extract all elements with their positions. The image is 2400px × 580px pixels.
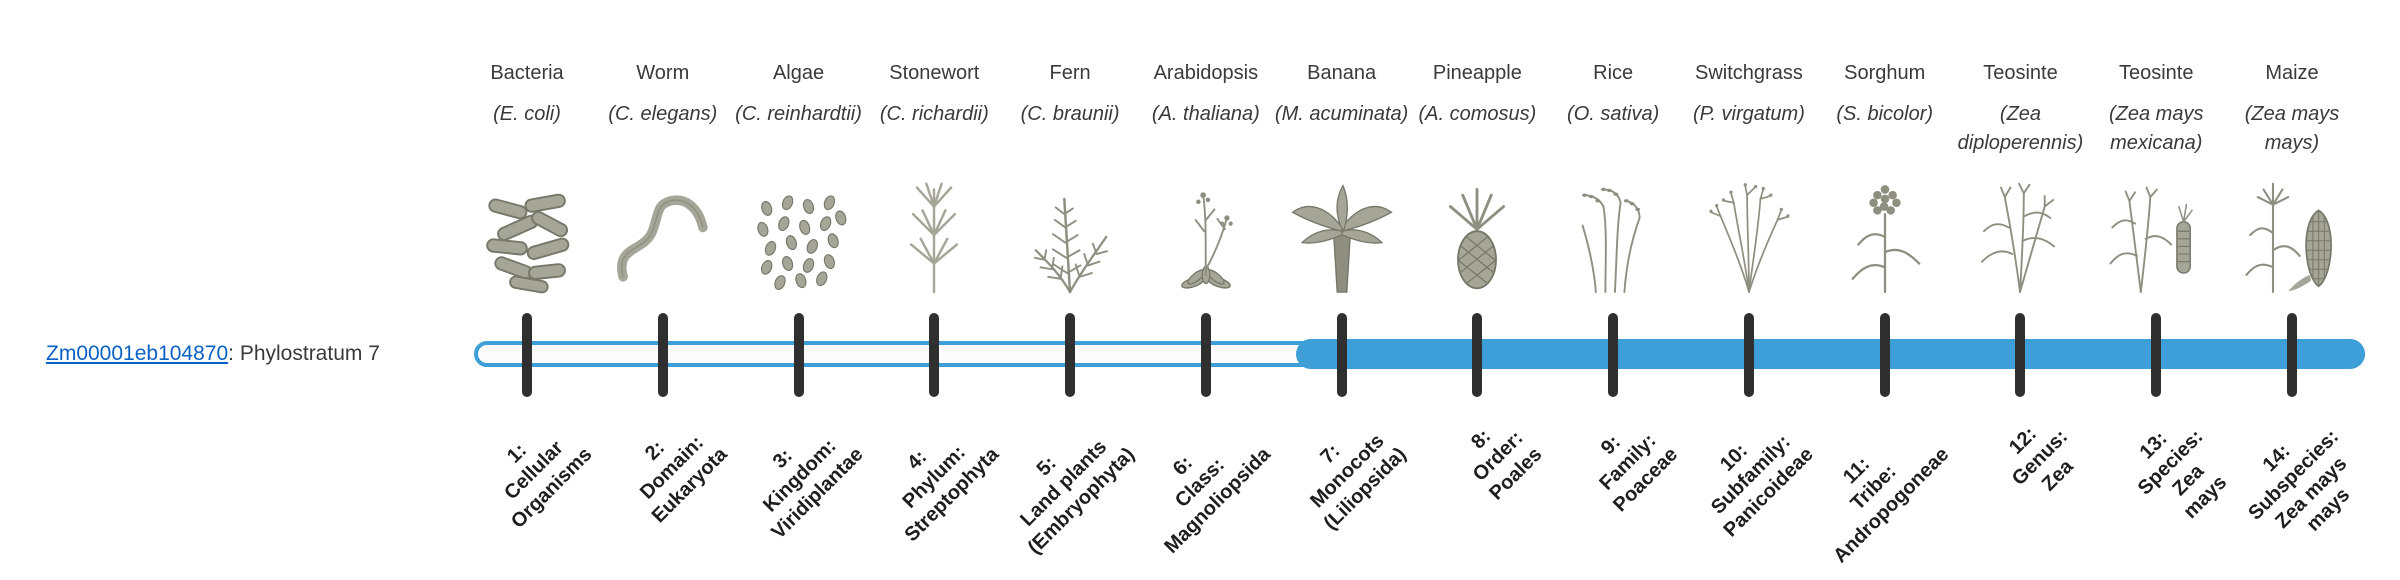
gene-label: Zm00001eb104870: Phylostratum 7 [46,342,380,366]
arabidopsis-icon [1126,168,1286,298]
organism-name: Rice [1593,62,1634,84]
timeline-tick [1472,313,1483,397]
gene-phylostratum-text: : Phylostratum 7 [228,342,380,365]
stratum-label: 9: Family: Poaceae [1595,429,1682,517]
organism-name: Maize [2265,62,2319,84]
timeline-tick [2151,313,2162,397]
timeline-tick [1743,313,1754,397]
organism-scientific-name: (S. bicolor) [1836,103,1934,125]
organism-name: Sorghum [1844,62,1926,84]
stratum-column: Fern (C. braunii) 5: Land plants (Embryo… [990,0,1150,580]
timeline-tick [1336,313,1347,397]
stratum-column: Switchgrass (P. virgatum) 10: Subfamily:… [1669,0,1829,580]
organism-name: Pineapple [1432,62,1522,84]
switchgrass-icon [1669,168,1829,298]
stonewort-icon [854,168,1014,298]
stratum-label: 1: Cellular Organisms [500,436,596,533]
algae-icon [719,168,879,298]
timeline-tick [929,313,940,397]
organism-scientific-name: (C. richardii) [879,103,989,125]
stratum-label: 10: Subfamily: Panicoideae [1707,431,1818,542]
organism-name: Teosinte [2118,62,2194,84]
stratum-column: Algae (C. reinhardtii) 3: Kingdom: Virid… [719,0,879,580]
stratum-column: Banana (M. acuminata) 7: Monocots (Lilio… [1262,0,1422,580]
stratum-label: 2: Domain: Eukaryota [636,431,732,528]
timeline-tick [1065,313,1076,397]
stratum-column: Stonewort (C. richardii) 4: Phylum: Stre… [854,0,1014,580]
bacteria-icon [447,168,607,298]
organism-scientific-name: (P. virgatum) [1692,103,1805,125]
stratum-column: Teosinte (Zea mays mexicana) 13: Species… [2076,0,2236,580]
stratum-column: Maize (Zea mays mays) 14: Subspecies: Ze… [2212,0,2372,580]
organism-scientific-name: (C. elegans) [608,103,718,125]
organism-name: Fern [1049,62,1091,84]
organism-name: Bacteria [490,62,564,84]
stratum-label: 12: Genus: Zea [2004,422,2078,496]
teosinte-icon [1940,168,2100,298]
stratum-column: Rice (O. sativa) 9: Family: Poaceae [1533,0,1693,580]
organism-name: Teosinte [1983,62,2058,84]
organism-name: Worm [636,62,690,84]
timeline-tick [1200,313,1211,397]
timeline-tick [522,313,532,397]
timeline-tick [793,313,804,397]
organism-name: Algae [772,62,825,84]
stratum-label: 5: Land plants (Embryophyta) [1016,436,1139,559]
timeline-tick [1879,313,1890,397]
timeline-tick [1608,313,1619,397]
organism-scientific-name: (A. thaliana) [1151,103,1260,125]
organism-scientific-name: (E. coli) [493,103,561,125]
stratum-label: 11: Tribe: Andropogoneae [1829,443,1954,568]
sorghum-icon [1805,168,1965,298]
banana-icon [1262,168,1422,298]
organism-scientific-name: (Zea diploperennis) [1957,103,2084,154]
organism-scientific-name: (Zea mays mexicana) [2109,103,2204,154]
organism-scientific-name: (Zea mays mays) [2244,103,2340,154]
pineapple-icon [1397,168,1557,298]
organism-name: Switchgrass [1695,62,1803,84]
stratum-label: 4: Phylum: Streptophyta [898,441,1004,546]
stratum-column: Pineapple (A. comosus) 8: Order: Poales [1397,0,1557,580]
organism-scientific-name: (A. comosus) [1418,103,1537,125]
organism-scientific-name: (C. braunii) [1020,103,1120,125]
organism-scientific-name: (O. sativa) [1567,103,1660,125]
stratum-column: Teosinte (Zea diploperennis) 12: Genus: … [1940,0,2100,580]
stratum-label: 3: Kingdom: Viridiplantae [759,435,868,544]
stratum-column: Bacteria (E. coli) 1: Cellular Organisms [447,0,607,580]
worm-icon [583,168,743,298]
organism-scientific-name: (C. reinhardtii) [735,103,862,125]
stratum-column: Worm (C. elegans) 2: Domain: Eukaryota [583,0,743,580]
organism-name: Banana [1307,62,1377,84]
timeline-tick [2287,313,2297,397]
fern-icon [990,168,1150,298]
stratum-column: Sorghum (S. bicolor) 11: Tribe: Andropog… [1805,0,1965,580]
gene-link[interactable]: Zm00001eb104870 [46,342,229,365]
stratum-label: 14: Subspecies: Zea mays mays [2244,425,2355,536]
stratum-label: 7: Monocots (Liliopsida) [1306,430,1411,535]
stratum-label: 6: Class: Magnoliopsida [1160,443,1275,558]
timeline-tick [2015,313,2026,397]
rice-icon [1533,168,1693,298]
stratum-column: Arabidopsis (A. thaliana) 6: Class: Magn… [1126,0,1286,580]
organism-scientific-name: (M. acuminata) [1274,103,1409,125]
maize-icon [2212,168,2372,298]
timeline-tick [657,313,668,397]
organism-name: Arabidopsis [1153,62,1259,84]
organism-name: Stonewort [889,62,980,84]
teosinte-ear-icon [2076,168,2236,298]
